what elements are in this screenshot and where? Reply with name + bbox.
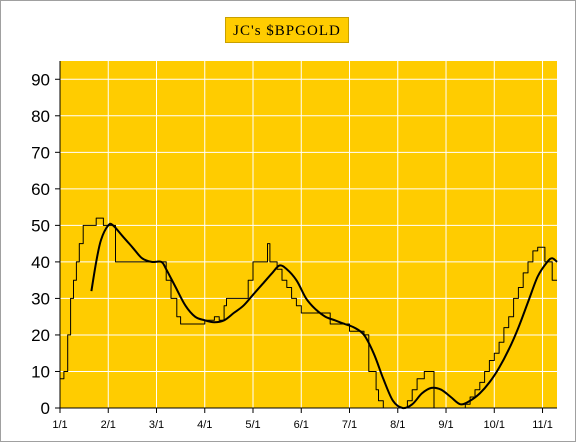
x-tick-label-8: 9/1 (438, 419, 453, 431)
x-tick-label-1: 2/1 (101, 419, 116, 431)
y-tick-label-8: 80 (31, 107, 50, 126)
x-tick-label-9: 10/1 (484, 419, 505, 431)
x-tick-label-6: 7/1 (342, 419, 357, 431)
x-tick-label-10: 11/1 (532, 419, 553, 431)
y-tick-label-4: 40 (31, 253, 50, 272)
chart-title: JC's $BPGOLD (225, 17, 349, 43)
x-tick-label-0: 1/1 (52, 419, 67, 431)
smoothed-series-line (90, 222, 558, 410)
y-tick-label-2: 20 (31, 326, 50, 345)
plot-area (60, 61, 557, 408)
y-tick-label-0: 0 (41, 399, 50, 418)
y-tick-label-9: 90 (31, 70, 50, 89)
y-tick-label-6: 60 (31, 180, 50, 199)
y-tick-label-3: 30 (31, 289, 50, 308)
step-series-line (60, 217, 557, 409)
x-tick-label-2: 3/1 (149, 419, 164, 431)
x-tick-label-4: 5/1 (245, 419, 260, 431)
x-tick-label-3: 4/1 (197, 419, 212, 431)
y-tick-label-7: 70 (31, 143, 50, 162)
x-tick-label-7: 8/1 (390, 419, 405, 431)
y-tick-label-1: 10 (31, 362, 50, 381)
y-tick-label-5: 50 (31, 216, 50, 235)
x-tick-label-5: 6/1 (294, 419, 309, 431)
